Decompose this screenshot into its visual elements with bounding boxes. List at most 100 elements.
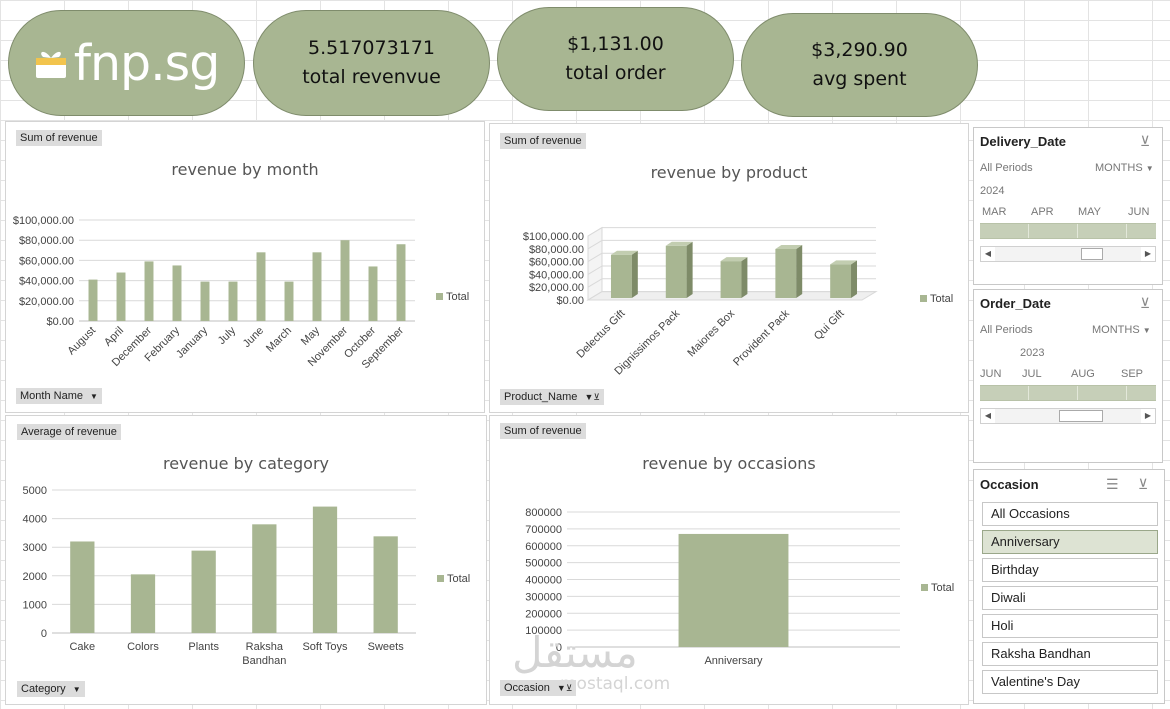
timeline-order-date[interactable]: Order_Date ⊻ All Periods MONTHS ▼ 2023 J…	[973, 289, 1163, 463]
x-tick-label: March	[264, 325, 294, 355]
axis-field-label: Occasion	[504, 682, 550, 694]
axis-field-label: Product_Name	[504, 391, 578, 403]
y-tick-label: $100,000.00	[13, 215, 74, 227]
bar-top	[830, 260, 858, 265]
x-tick-label: Maiores Box	[685, 307, 737, 359]
x-tick-label: Sweets	[368, 641, 405, 653]
level-dropdown[interactable]: MONTHS ▼	[1095, 162, 1154, 174]
bar	[256, 252, 266, 321]
bar	[144, 261, 154, 321]
multi-select-icon[interactable]: ☰	[1106, 476, 1119, 492]
axis-field-button[interactable]: Category ▼	[17, 681, 85, 697]
bar	[665, 245, 687, 298]
timeline-month[interactable]: AUG	[1071, 368, 1095, 380]
axis-field-button[interactable]: Product_Name ▼⊻	[500, 389, 604, 405]
timeline-month[interactable]: MAR	[982, 206, 1007, 218]
y-tick-label: $0.00	[556, 295, 584, 307]
dropdown-arrow-icon: ▼	[1145, 164, 1154, 173]
clear-filter-icon[interactable]: ⊻	[1140, 295, 1151, 311]
x-tick-label: Delectus Gift	[575, 308, 628, 361]
kpi-total-revenue: 5.517073171 total revenvue	[253, 10, 490, 116]
bar	[70, 541, 95, 633]
slicer-item[interactable]: Diwali	[982, 586, 1158, 610]
kpi-total-order: $1,131.00 total order	[497, 7, 734, 111]
timeline-scrollbar[interactable]: ◀ ▶	[980, 246, 1156, 262]
gridline-side	[587, 252, 603, 263]
timeline-month[interactable]: SEP	[1121, 368, 1144, 380]
value-field-button[interactable]: Sum of revenue	[500, 133, 586, 149]
axis-field-button[interactable]: Month Name ▼	[16, 388, 102, 404]
chart-revenue-by-month[interactable]: Sum of revenue revenue by month $0.00 $20…	[5, 121, 485, 413]
logo-banner: fnp.sg	[8, 10, 245, 116]
chart-revenue-by-category[interactable]: Average of revenue revenue by category 0…	[5, 415, 487, 705]
y-tick-label: $80,000.00	[529, 244, 584, 256]
axis-field-label: Month Name	[20, 390, 83, 402]
gridline-side	[587, 265, 603, 275]
month-chart-plot: $0.00 $20,000.00 $40,000.00 $60,000.00 $80,0…	[13, 215, 469, 371]
bar-side	[631, 250, 638, 298]
y-tick-label: 0	[41, 628, 47, 640]
bar-side	[851, 260, 858, 298]
timeline-month[interactable]: JUL	[1022, 368, 1042, 380]
legend-swatch	[437, 575, 444, 582]
timeline-month[interactable]: MAY	[1078, 206, 1102, 218]
timeline-selection-bar[interactable]	[980, 385, 1156, 401]
timeline-delivery-date[interactable]: Delivery_Date ⊻ All Periods MONTHS ▼ 202…	[973, 127, 1163, 285]
dropdown-arrow-icon: ▼	[72, 685, 81, 694]
level-label: MONTHS	[1092, 324, 1140, 336]
timeline-selection-bar[interactable]	[980, 223, 1156, 239]
slicer-item[interactable]: Valentine's Day	[982, 670, 1158, 694]
timeline-month[interactable]: APR	[1031, 206, 1054, 218]
dropdown-arrow-icon: ▼	[90, 392, 98, 401]
timeline-scrollbar[interactable]: ◀ ▶	[980, 408, 1156, 424]
chart-revenue-by-occasions[interactable]: Sum of revenue revenue by occasions 0 100…	[489, 415, 969, 705]
bar	[373, 536, 398, 633]
x-tick-label: Qui Gift	[812, 308, 847, 343]
y-tick-label: $40,000.00	[529, 269, 584, 281]
timeline-month[interactable]: JUN	[980, 368, 1002, 380]
slicer-item[interactable]: All Occasions	[982, 502, 1158, 526]
x-tick-label: Cake	[69, 641, 95, 653]
bar-top	[610, 250, 638, 255]
scroll-left-icon[interactable]: ◀	[981, 409, 995, 423]
slicer-item[interactable]: Birthday	[982, 558, 1158, 582]
bar	[228, 281, 238, 321]
timeline-month[interactable]: JUN	[1128, 206, 1150, 218]
value-field-button[interactable]: Sum of revenue	[500, 423, 586, 439]
legend-label: Total	[446, 291, 469, 303]
slicer-item[interactable]: Holi	[982, 614, 1158, 638]
slicer-item[interactable]: Raksha Bandhan	[982, 642, 1158, 666]
scroll-right-icon[interactable]: ▶	[1141, 409, 1155, 423]
bar	[340, 240, 350, 321]
y-tick-label: 5000	[23, 485, 47, 497]
bar	[200, 281, 210, 321]
y-tick-label: 200000	[525, 608, 562, 620]
y-tick-label: 700000	[525, 524, 562, 536]
clear-filter-icon[interactable]: ⊻	[1140, 133, 1151, 149]
y-tick-label: 400000	[525, 575, 562, 587]
level-label: MONTHS	[1095, 162, 1143, 174]
y-tick-label: 500000	[525, 558, 562, 570]
scroll-thumb[interactable]	[1059, 410, 1103, 422]
value-field-button[interactable]: Average of revenue	[17, 424, 121, 440]
scroll-right-icon[interactable]: ▶	[1141, 247, 1155, 261]
chart-revenue-by-product[interactable]: Sum of revenue revenue by product $0.00 $…	[489, 123, 969, 413]
scroll-thumb[interactable]	[1081, 248, 1103, 260]
x-tick-label: Colors	[127, 641, 159, 653]
level-dropdown[interactable]: MONTHS ▼	[1092, 324, 1151, 336]
slicer-item[interactable]: Anniversary	[982, 530, 1158, 554]
slicer-occasion[interactable]: Occasion ☰ ⊻ All Occasions Anniversary Bir…	[973, 469, 1165, 704]
clear-filter-icon[interactable]: ⊻	[1138, 476, 1149, 492]
y-tick-label: $0.00	[46, 316, 74, 328]
axis-field-button[interactable]: Occasion ▼⊻	[500, 680, 577, 696]
logo-text: fnp.sg	[73, 34, 221, 92]
value-field-button[interactable]: Sum of revenue	[16, 130, 102, 146]
bar	[284, 281, 294, 321]
side-wall	[587, 226, 603, 301]
x-tick-label: Soft Toys	[302, 641, 348, 653]
scroll-left-icon[interactable]: ◀	[981, 247, 995, 261]
bar	[678, 533, 789, 647]
x-tick-label: Provident Pack	[731, 307, 792, 368]
x-tick-label: August	[65, 325, 98, 358]
bar-side	[796, 244, 803, 298]
